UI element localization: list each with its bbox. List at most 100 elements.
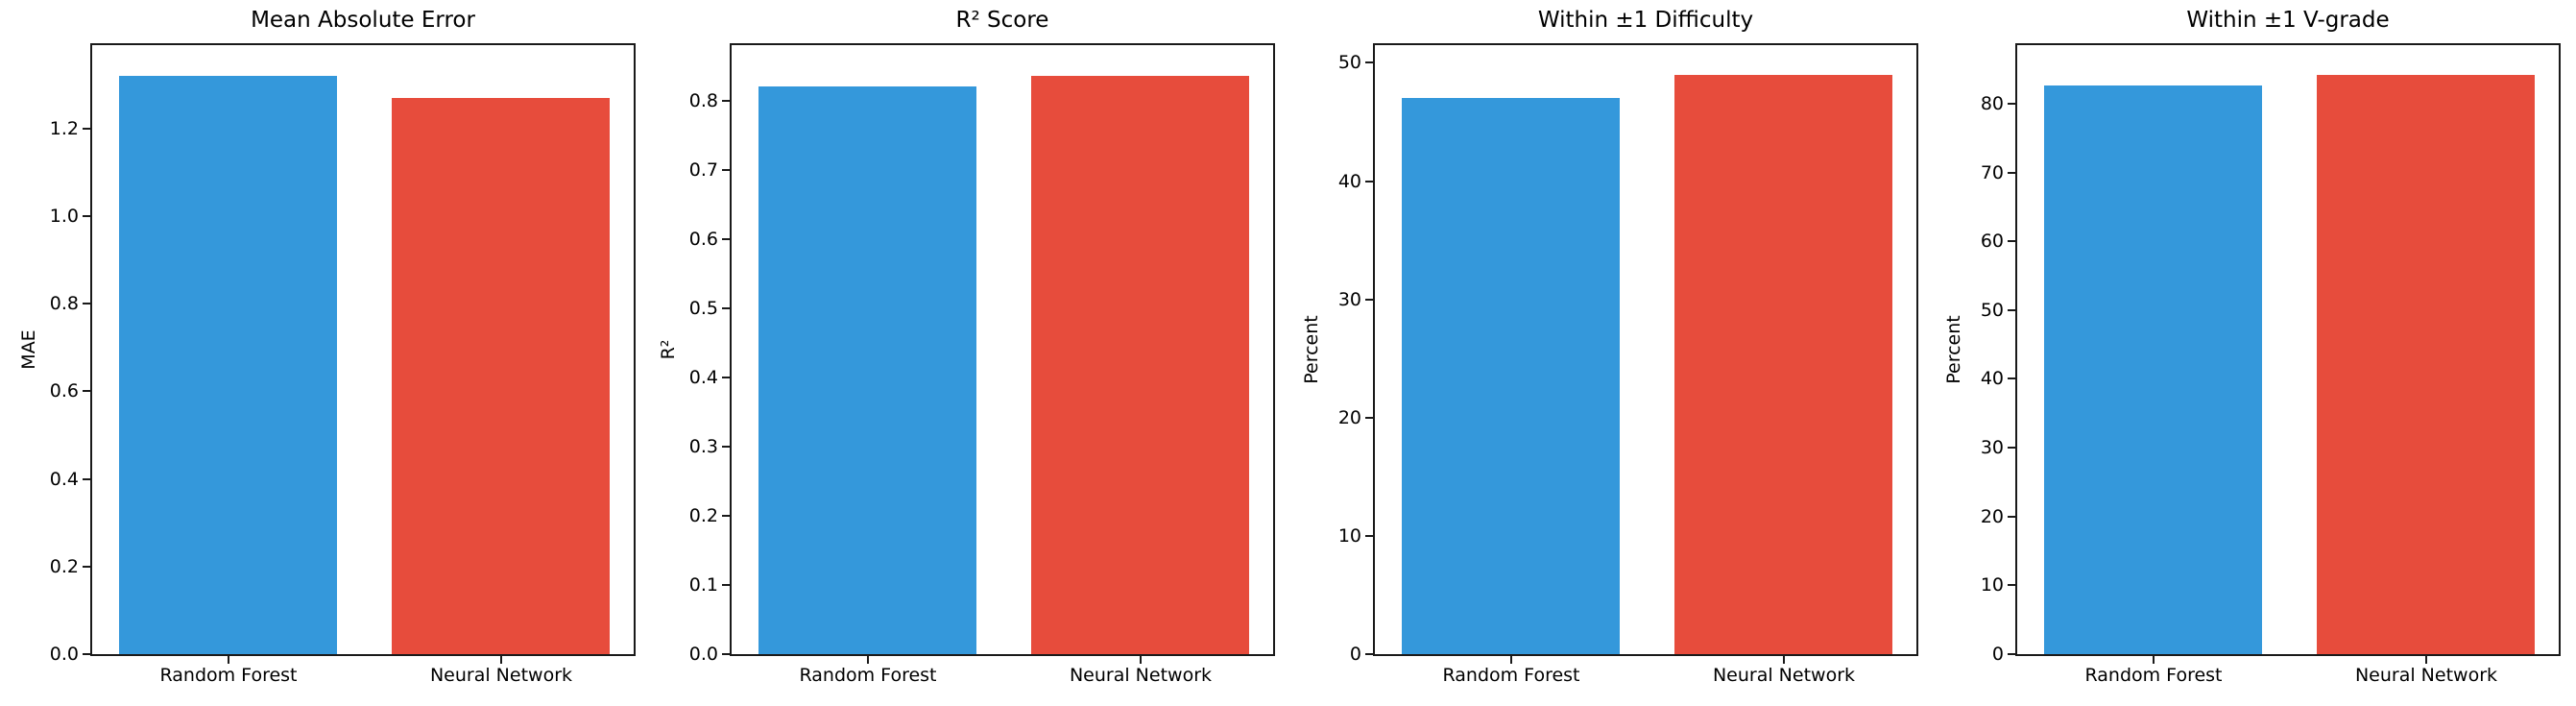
y-tick-label: 1.2 <box>49 117 79 139</box>
y-tick-label: 10 <box>1337 524 1361 547</box>
bar-neural-network <box>392 97 610 654</box>
y-tick-label: 0.7 <box>688 158 718 181</box>
y-tick-mark <box>83 653 90 655</box>
y-tick-label: 10 <box>1980 574 2004 596</box>
chart-title: R² Score <box>955 8 1049 33</box>
y-tick-label: 80 <box>1980 92 2004 114</box>
y-tick-label: 30 <box>1980 437 2004 459</box>
y-tick-mark <box>2008 308 2015 311</box>
x-tick-mark <box>867 656 869 664</box>
y-tick-mark <box>1365 298 1373 301</box>
x-tick-label-random-forest: Random Forest <box>159 665 298 686</box>
y-tick-mark <box>2008 584 2015 587</box>
x-tick-label-neural-network: Neural Network <box>1069 665 1213 686</box>
y-tick-label: 40 <box>1337 170 1361 192</box>
x-tick-label-random-forest: Random Forest <box>2084 665 2223 686</box>
y-tick-label: 0.8 <box>688 89 718 111</box>
y-tick-label: 1.0 <box>49 205 79 227</box>
plot-area <box>90 43 636 656</box>
y-tick-mark <box>83 303 90 305</box>
y-tick-mark <box>722 583 730 586</box>
y-tick-label: 0.2 <box>49 555 79 577</box>
x-tick-mark <box>1783 656 1785 664</box>
y-tick-mark <box>722 306 730 309</box>
y-tick-mark <box>2008 102 2015 105</box>
x-tick-mark <box>500 656 502 664</box>
chart-title: Within ±1 Difficulty <box>1537 8 1754 33</box>
y-tick-label: 0 <box>1991 644 2004 665</box>
y-tick-mark <box>83 477 90 480</box>
y-tick-mark <box>2008 171 2015 174</box>
x-tick-mark <box>2425 656 2427 664</box>
y-tick-label: 0.4 <box>688 366 718 388</box>
y-tick-mark <box>722 445 730 448</box>
bar-random-forest <box>758 86 976 654</box>
y-tick-mark <box>83 214 90 217</box>
bar-random-forest <box>2044 85 2262 654</box>
plot-area <box>1373 43 1918 656</box>
y-tick-label: 20 <box>1980 505 2004 527</box>
y-tick-mark <box>83 390 90 393</box>
y-tick-label: 0.6 <box>688 228 718 250</box>
y-tick-label: 60 <box>1980 231 2004 253</box>
y-tick-mark <box>2008 515 2015 518</box>
y-tick-label: 0.6 <box>49 380 79 402</box>
y-tick-mark <box>83 127 90 130</box>
y-tick-mark <box>83 565 90 568</box>
y-tick-label: 70 <box>1980 161 2004 183</box>
y-tick-mark <box>722 653 730 655</box>
x-tick-mark <box>2153 656 2155 664</box>
y-tick-label: 0.2 <box>688 504 718 526</box>
y-tick-mark <box>1365 653 1373 655</box>
y-tick-label: 0 <box>1349 644 1361 665</box>
y-tick-label: 0.4 <box>49 468 79 490</box>
y-tick-mark <box>1365 534 1373 537</box>
x-tick-label-neural-network: Neural Network <box>1712 665 1856 686</box>
x-tick-label-random-forest: Random Forest <box>1442 665 1580 686</box>
y-tick-label: 0.3 <box>688 435 718 457</box>
bar-neural-network <box>2317 74 2535 654</box>
y-tick-mark <box>2008 653 2015 655</box>
x-tick-label-neural-network: Neural Network <box>429 665 573 686</box>
y-tick-mark <box>722 514 730 517</box>
chart-title: Mean Absolute Error <box>251 8 475 33</box>
y-tick-mark <box>722 168 730 171</box>
y-axis-label: Percent <box>1301 315 1322 384</box>
y-tick-label: 40 <box>1980 368 2004 390</box>
bar-neural-network <box>1674 74 1892 654</box>
x-tick-mark <box>1140 656 1142 664</box>
y-tick-label: 0.5 <box>688 297 718 319</box>
x-tick-label-random-forest: Random Forest <box>799 665 937 686</box>
y-tick-label: 50 <box>1980 299 2004 321</box>
y-tick-mark <box>2008 240 2015 243</box>
y-axis-label: R² <box>658 339 679 360</box>
y-tick-mark <box>722 376 730 378</box>
chart-title: Within ±1 V-grade <box>2186 8 2390 33</box>
y-axis-label: Percent <box>1943 315 1964 384</box>
x-tick-mark <box>1510 656 1512 664</box>
y-tick-label: 20 <box>1337 406 1361 428</box>
y-tick-label: 0.8 <box>49 293 79 315</box>
y-tick-mark <box>722 99 730 102</box>
plot-area <box>2015 43 2561 656</box>
bar-random-forest <box>119 75 337 654</box>
y-axis-label: MAE <box>18 329 39 370</box>
y-tick-label: 50 <box>1337 52 1361 74</box>
y-tick-label: 0.0 <box>49 644 79 665</box>
plot-area <box>730 43 1275 656</box>
x-tick-mark <box>228 656 229 664</box>
bar-neural-network <box>1031 76 1249 654</box>
x-tick-label-neural-network: Neural Network <box>2354 665 2498 686</box>
y-tick-mark <box>1365 180 1373 183</box>
y-tick-mark <box>2008 377 2015 380</box>
y-tick-label: 0.1 <box>688 573 718 596</box>
y-tick-label: 0.0 <box>688 644 718 665</box>
y-tick-mark <box>722 237 730 240</box>
y-tick-mark <box>1365 416 1373 419</box>
y-tick-mark <box>1365 61 1373 64</box>
